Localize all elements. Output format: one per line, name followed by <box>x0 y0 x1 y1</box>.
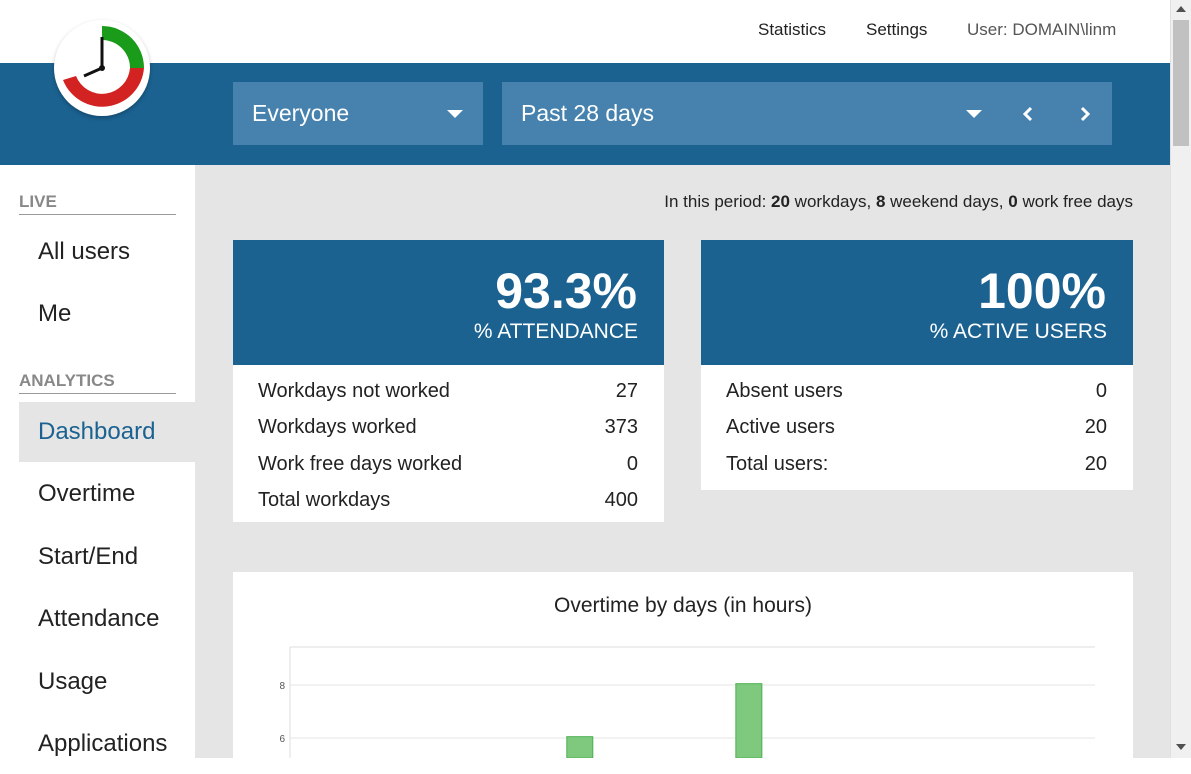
active-users-card-header: 100% % ACTIVE USERS <box>701 240 1133 365</box>
stat-value: 20 <box>1084 453 1107 475</box>
sidebar-item-attendance[interactable]: Attendance <box>38 605 160 632</box>
people-filter-value: Everyone <box>252 100 350 126</box>
period-free-label: work free days <box>1017 192 1133 211</box>
stat-label: Absent users <box>726 380 843 402</box>
stat-value: 0 <box>626 453 638 475</box>
chevron-left-icon[interactable] <box>1018 104 1038 124</box>
period-free-count: 0 <box>1008 192 1018 211</box>
chart-title: Overtime by days (in hours) <box>554 594 812 617</box>
sidebar-item-dashboard[interactable]: Dashboard <box>19 402 195 462</box>
active-users-card: 100% % ACTIVE USERS Absent users 0 Activ… <box>701 240 1133 490</box>
chevron-right-icon[interactable] <box>1075 104 1095 124</box>
stat-label: Workdays not worked <box>258 380 450 402</box>
chart-y-tick-label: 8 <box>279 681 285 692</box>
scroll-up-arrow-icon[interactable] <box>1176 6 1186 12</box>
stat-value: 400 <box>604 489 638 511</box>
active-users-percent: 100% <box>978 263 1106 319</box>
sidebar-item-start-end[interactable]: Start/End <box>38 543 139 570</box>
overtime-chart: 86 <box>279 646 1095 758</box>
period-prefix: In this period: <box>664 192 772 211</box>
sidebar-item-usage[interactable]: Usage <box>38 668 108 695</box>
stat-value: 373 <box>604 416 638 438</box>
period-workdays-label: workdays, <box>789 192 876 211</box>
stat-label: Workdays worked <box>258 416 417 438</box>
page-scrollbar[interactable] <box>1170 0 1191 758</box>
nav-settings[interactable]: Settings <box>866 20 928 39</box>
attendance-card-header: 93.3% % ATTENDANCE <box>233 240 664 365</box>
stat-label: Work free days worked <box>258 453 463 475</box>
period-filter-select[interactable]: Past 28 days <box>502 82 1112 145</box>
dropdown-caret-icon <box>447 110 463 118</box>
scrollbar-thumb[interactable] <box>1173 20 1189 146</box>
attendance-label: % ATTENDANCE <box>473 320 638 343</box>
stat-label: Total users: <box>726 453 829 475</box>
top-bar: Statistics Settings User: DOMAIN\linm <box>0 0 1170 63</box>
dropdown-caret-icon <box>966 110 982 118</box>
chart-bar <box>735 683 763 758</box>
period-workdays-count: 20 <box>771 192 790 211</box>
sidebar-item-me[interactable]: Me <box>38 300 72 327</box>
stat-label: Active users <box>726 416 835 438</box>
clock-logo-icon <box>63 26 144 107</box>
sidebar-item-all-users[interactable]: All users <box>38 238 131 265</box>
sidebar-heading-analytics: ANALYTICS <box>19 371 176 394</box>
main-content: In this period: 20 workdays, 8 weekend d… <box>195 165 1170 758</box>
period-summary: In this period: 20 workdays, 8 weekend d… <box>664 192 1133 212</box>
chart-bar <box>566 736 594 758</box>
attendance-percent: 93.3% <box>495 263 637 319</box>
stat-value: 20 <box>1084 416 1107 438</box>
sidebar-heading-live: LIVE <box>19 192 176 215</box>
stat-value: 27 <box>615 380 638 402</box>
chart-y-tick-label: 6 <box>279 734 285 745</box>
sidebar: LIVE All users Me ANALYTICS Dashboard Ov… <box>0 165 195 758</box>
period-weekend-count: 8 <box>875 192 886 211</box>
stat-value: 0 <box>1095 380 1107 402</box>
period-weekend-label: weekend days, <box>885 192 1009 211</box>
attendance-card: 93.3% % ATTENDANCE Workdays not worked 2… <box>233 240 664 522</box>
nav-statistics[interactable]: Statistics <box>758 20 827 39</box>
user-label: User: DOMAIN\linm <box>967 20 1117 39</box>
scroll-down-arrow-icon[interactable] <box>1176 744 1186 750</box>
active-users-label: % ACTIVE USERS <box>929 320 1107 343</box>
people-filter-select[interactable]: Everyone <box>233 82 483 145</box>
sidebar-item-overtime[interactable]: Overtime <box>38 480 136 507</box>
sidebar-item-applications[interactable]: Applications <box>38 730 168 757</box>
stat-label: Total workdays <box>258 489 391 511</box>
app-logo[interactable] <box>54 20 150 116</box>
period-filter-value: Past 28 days <box>521 100 654 126</box>
